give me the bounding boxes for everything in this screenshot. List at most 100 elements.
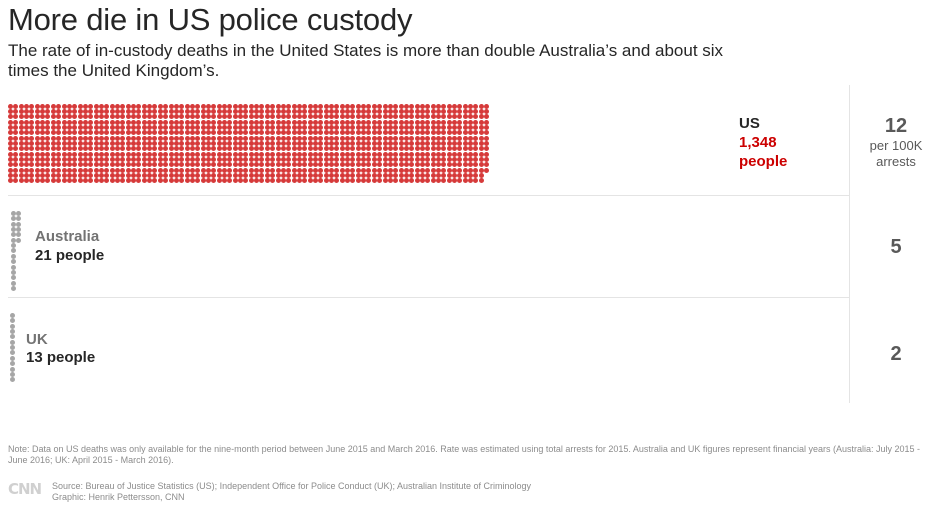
us-death-dot [436,173,441,179]
us-death-dot [462,173,468,179]
us-death-dot [120,178,126,184]
us-death-dot [61,178,67,184]
us-death-dot [93,173,99,179]
us-death-dot [205,135,211,141]
us-death-dot [387,157,393,162]
us-death-dot [115,157,120,162]
us-death-dot [270,140,276,146]
us-death-dot [473,114,479,120]
us-death-dot [163,135,169,141]
australia-death-dot [10,243,16,249]
us-death-dot [296,157,302,162]
us-death-dot [184,114,190,120]
us-death-dot [441,178,447,184]
us-death-dot [211,108,217,114]
us-death-dot [398,103,404,109]
us-death-dot [243,162,249,168]
us-death-dot [350,135,356,141]
us-death-dot [387,178,393,184]
us-death-dot [323,157,329,162]
us-death-dot [243,157,249,162]
us-death-dot [254,130,260,136]
us-death-dot [222,108,227,114]
us-death-dot [430,135,436,141]
us-death-dot [77,162,83,168]
us-death-dot [29,119,35,125]
us-death-dot [131,130,137,136]
us-death-dot [323,114,329,120]
us-death-dot [56,103,62,109]
us-death-dot [286,124,292,130]
us-death-dot [468,140,474,146]
us-death-dot [296,135,302,141]
us-death-dot [82,119,88,125]
us-death-dot [318,135,324,141]
us-death-dot [366,135,372,141]
us-death-dot [409,146,415,152]
us-death-dot [179,119,185,125]
us-death-dot [66,151,72,157]
us-death-dot [345,173,350,179]
us-death-dot [398,146,404,152]
us-death-dot [254,151,260,157]
us-death-dot [248,103,254,109]
us-death-dot [72,130,78,136]
australia-death-dot [15,221,21,227]
us-death-dot [136,167,142,173]
us-death-dot [179,135,185,141]
us-death-dot [403,146,409,152]
us-death-dot [222,130,227,136]
us-death-dot [430,124,436,130]
us-death-dot [34,140,40,146]
us-death-dot [152,119,158,125]
us-death-dot [61,157,67,162]
uk-people-label: 13 people [26,349,96,366]
us-death-dot [18,124,24,130]
us-death-dot [403,162,409,168]
us-death-dot [66,162,72,168]
us-death-dot [77,103,83,109]
us-death-dot [291,167,297,173]
us-death-dot [323,167,329,173]
us-death-dot [484,119,490,125]
us-death-dot [387,119,393,125]
us-death-dot [291,151,297,157]
us-death-dot [387,146,393,152]
us-death-dot [173,108,179,114]
us-death-dot [452,157,457,162]
us-death-dot [109,173,115,179]
us-death-dot [441,140,447,146]
us-death-dot [312,178,318,184]
us-death-dot [393,167,399,173]
us-death-dot [189,103,195,109]
us-death-dot [403,108,409,114]
us-death-dot [484,135,490,141]
us-death-dot [50,151,56,157]
us-death-dot [387,151,393,157]
us-death-dot [312,124,318,130]
us-death-dot [45,103,51,109]
us-death-dot [238,178,243,184]
us-death-dot [441,173,447,179]
us-death-dot [173,135,179,141]
us-death-dot [104,157,110,162]
us-death-dot [243,124,249,130]
us-death-dot [355,130,361,136]
us-death-dot [259,140,265,146]
us-death-dot [377,167,383,173]
us-death-dot [13,135,19,141]
us-death-dot [318,173,324,179]
us-death-dot [72,151,78,157]
us-death-dot [56,114,62,120]
us-death-dot [147,140,153,146]
us-death-dot [141,157,147,162]
us-death-dot [393,178,399,184]
us-death-dot [334,114,340,120]
footnote: Note: Data on US deaths was only availab… [8,444,921,465]
us-death-dot [152,167,158,173]
us-death-dot [323,108,329,114]
us-death-dot [419,162,425,168]
uk-death-dot [9,323,15,329]
us-death-dot [430,146,436,152]
us-death-dot [446,167,452,173]
